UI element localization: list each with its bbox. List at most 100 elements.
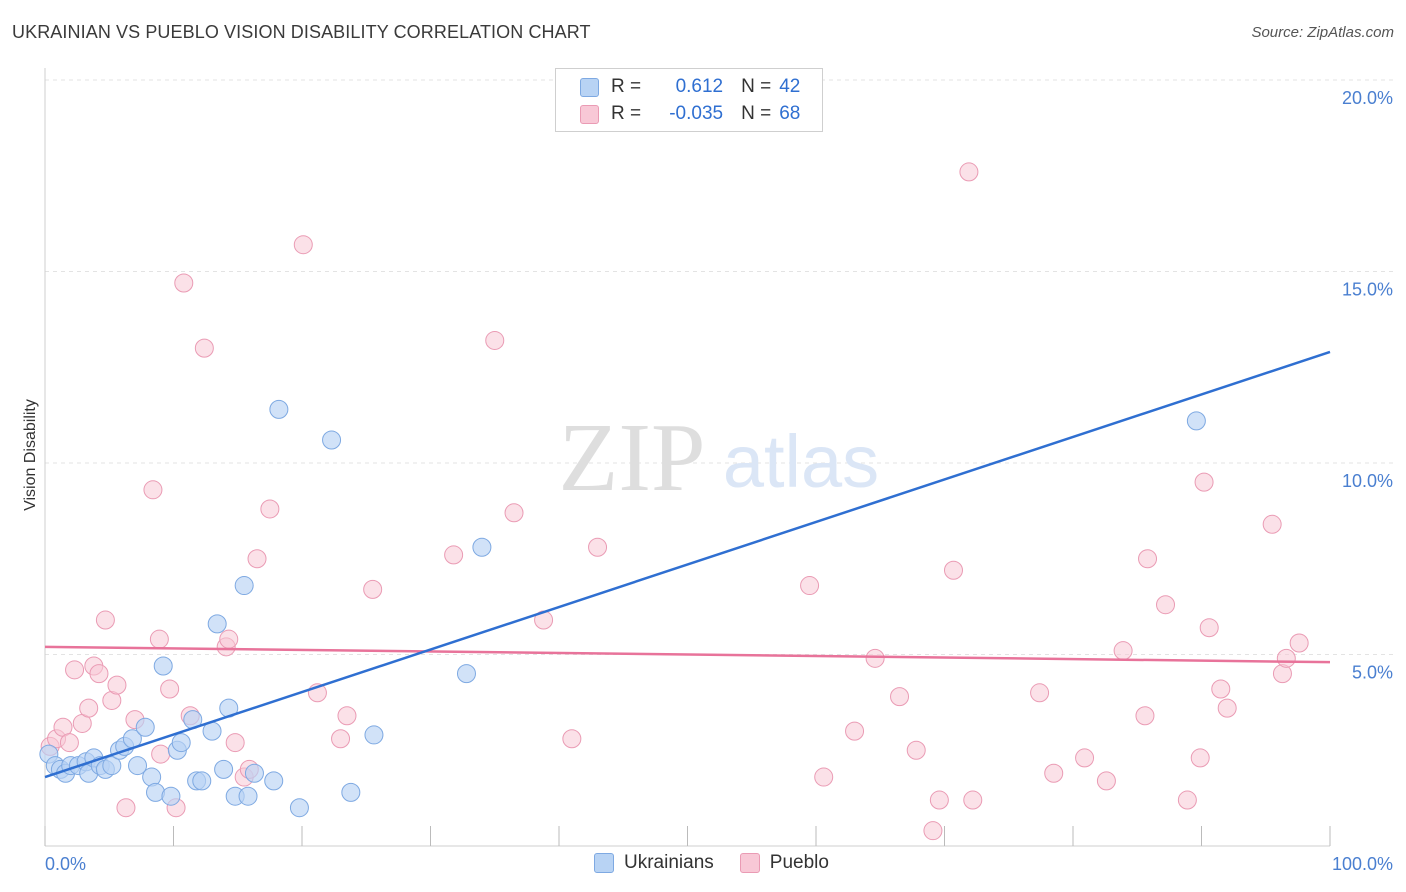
pueblo-point [293, 235, 313, 255]
pueblo-point [331, 729, 351, 749]
pueblo-point [59, 733, 79, 753]
y-tick-label: 5.0% [1352, 663, 1393, 683]
ukrainian-point [269, 399, 289, 419]
x-tick-label: 0.0% [45, 854, 86, 874]
ukrainian-point [238, 786, 258, 806]
ukrainian-point [322, 430, 342, 450]
pueblo-trend-line [44, 645, 1331, 664]
pueblo-point [890, 687, 910, 707]
ukrainian-point [472, 537, 492, 557]
pueblo-point [1044, 763, 1064, 783]
pueblo-point [906, 740, 926, 760]
legend-r-label: R = [611, 103, 642, 124]
legend-label-pueblo: Pueblo [769, 852, 829, 873]
ukrainian-point [171, 733, 191, 753]
watermark-atlas: atlas [723, 420, 879, 503]
pueblo-point [149, 629, 169, 649]
pueblo-point [943, 560, 963, 580]
tick-labels: 5.0% 10.0% 15.0% 20.0% 0.0% 100.0% [45, 88, 1393, 874]
legend-row-ukrainians: R = 0.612 N = 42 [580, 75, 800, 99]
legend-swatch-blue [580, 77, 599, 97]
pueblo-point [337, 706, 357, 726]
pueblo-point [79, 698, 99, 718]
pueblo-point [1135, 706, 1155, 726]
watermark: ZIP atlas [559, 404, 880, 512]
ukrainian-point [456, 664, 476, 684]
chart-title: UKRAINIAN VS PUEBLO VISION DISABILITY CO… [12, 22, 591, 42]
pueblo-point [95, 610, 115, 630]
ukrainian-point [161, 786, 181, 806]
pueblo-point [1190, 748, 1210, 768]
legend-swatch-pink [739, 853, 760, 873]
source-label: Source: ZipAtlas.com [1251, 24, 1394, 41]
ukrainian-point [234, 576, 254, 596]
pueblo-point [1199, 618, 1219, 638]
ukrainian-point [244, 763, 264, 783]
ukrainian-point [192, 771, 212, 791]
pueblo-points [40, 162, 1309, 841]
pueblo-point [800, 576, 820, 596]
ukrainian-point [214, 759, 234, 779]
pueblo-point [929, 790, 949, 810]
legend-swatch-pink [580, 104, 599, 124]
gridlines [45, 79, 1395, 655]
pueblo-point [865, 648, 885, 668]
pueblo-point [963, 790, 983, 810]
ukrainian-point [102, 756, 122, 776]
legend-n-value: 68 [779, 103, 801, 124]
x-tick-label: 100.0% [1332, 854, 1393, 874]
pueblo-point [504, 503, 524, 523]
pueblo-point [247, 549, 267, 569]
pueblo-point [219, 629, 239, 649]
pueblo-point [174, 273, 194, 293]
pueblo-point [1194, 472, 1214, 492]
legend-row-pueblo: R = -0.035 N = 68 [580, 102, 800, 126]
watermark-zip: ZIP [559, 404, 706, 512]
pueblo-point [116, 798, 136, 818]
pueblo-point [1096, 771, 1116, 791]
ukrainian-trend-line [44, 350, 1331, 779]
ukrainian-point [264, 771, 284, 791]
legend-item-ukrainians[interactable]: Ukrainians [594, 852, 714, 874]
pueblo-point [1138, 549, 1158, 569]
pueblo-point [1262, 514, 1282, 534]
pueblo-point [1156, 595, 1176, 615]
pueblo-point [194, 338, 214, 358]
pueblo-point [1217, 698, 1237, 718]
pueblo-point [562, 729, 582, 749]
ukrainian-point [1186, 411, 1206, 431]
pueblo-point [485, 330, 505, 350]
legend-item-pueblo[interactable]: Pueblo [739, 852, 829, 874]
ukrainian-point [341, 782, 361, 802]
y-tick-label: 20.0% [1342, 88, 1393, 108]
pueblo-point [1289, 633, 1309, 653]
ukrainian-point [364, 725, 384, 745]
pueblo-point [160, 679, 180, 699]
ukrainian-point [153, 656, 173, 676]
legend-n-label: N = [741, 76, 772, 97]
pueblo-point [107, 675, 127, 695]
pueblo-point [959, 162, 979, 182]
pueblo-point [1211, 679, 1231, 699]
pueblo-point [814, 767, 834, 787]
stats-legend: R = 0.612 N = 42 R = -0.035 N = 68 [555, 68, 823, 132]
legend-label-ukrainians: Ukrainians [624, 852, 714, 873]
legend-n-label: N = [741, 103, 772, 124]
pueblo-point [151, 744, 171, 764]
legend-swatch-blue [594, 853, 614, 873]
trend-lines [44, 350, 1331, 779]
ukrainian-point [207, 614, 227, 634]
pueblo-point [1075, 748, 1095, 768]
pueblo-point [923, 821, 943, 841]
pueblo-point [1113, 641, 1133, 661]
legend-r-label: R = [611, 76, 642, 97]
pueblo-point [845, 721, 865, 741]
legend-r-value: -0.035 [669, 103, 724, 124]
pueblo-point [260, 499, 280, 519]
pueblo-point [363, 579, 383, 599]
y-tick-label: 10.0% [1342, 471, 1393, 491]
series-legend: Ukrainians Pueblo [594, 852, 855, 874]
axes [44, 68, 1331, 847]
pueblo-point [65, 660, 85, 680]
